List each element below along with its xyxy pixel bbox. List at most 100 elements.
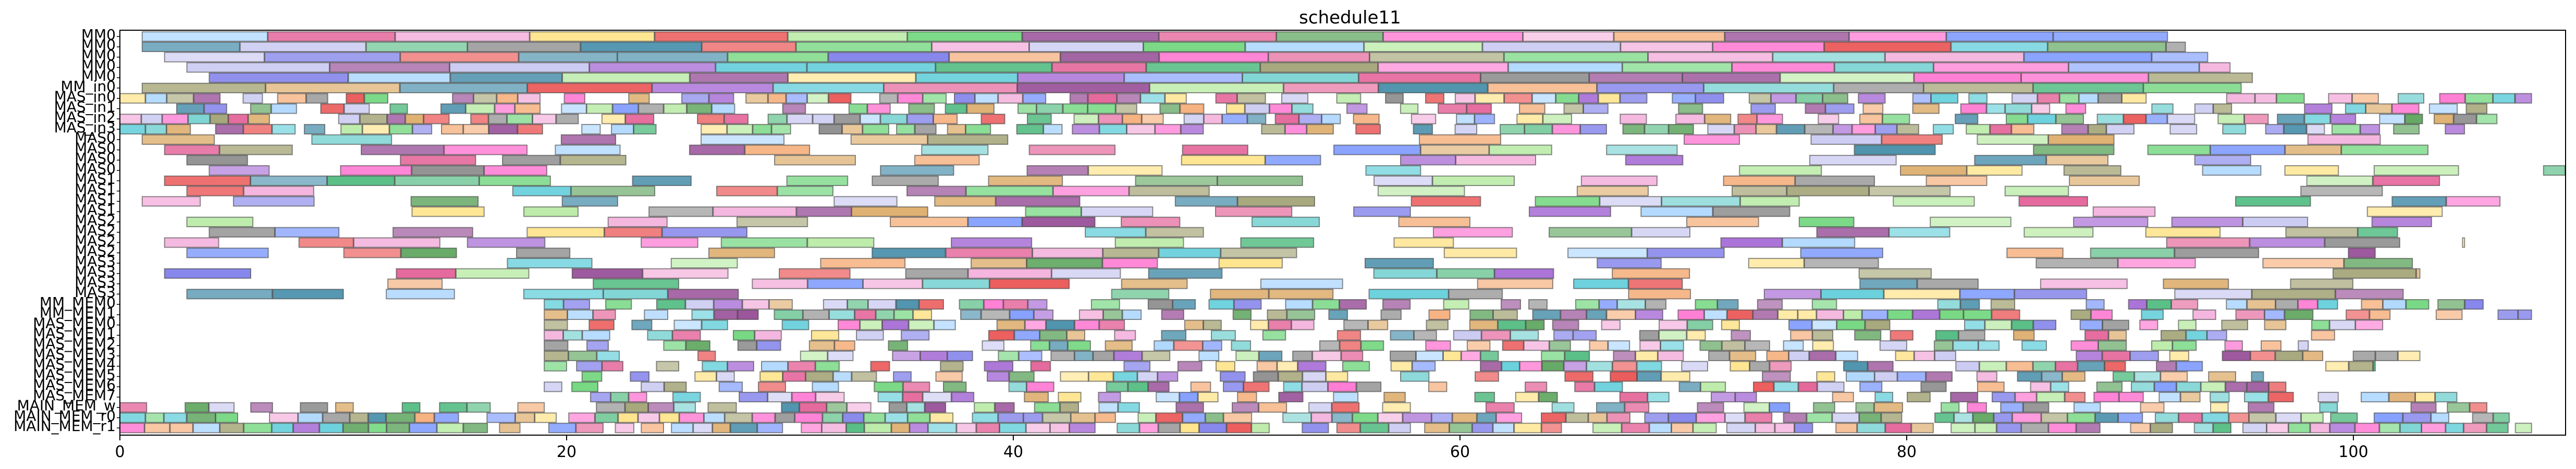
task-bar: [1590, 341, 1608, 350]
task-bar: [973, 413, 998, 423]
task-bar: [1027, 114, 1051, 124]
task-bar: [1333, 392, 1358, 402]
task-bar: [1378, 413, 1403, 423]
task-bar: [1183, 145, 1248, 155]
task-bar: [1885, 53, 2024, 62]
task-bar: [673, 392, 701, 402]
task-bar: [693, 423, 712, 433]
task-bar: [1198, 392, 1218, 402]
task-bar: [480, 176, 550, 186]
task-bar: [1259, 403, 1286, 412]
task-bar: [1128, 382, 1148, 391]
task-bar: [787, 114, 812, 124]
task-bar: [2285, 166, 2339, 175]
task-bar: [1727, 310, 1753, 319]
task-bar: [1758, 300, 1782, 309]
task-bar: [1236, 351, 1258, 361]
task-bar: [1379, 83, 1488, 93]
task-bar: [1347, 104, 1367, 113]
task-bar: [1869, 187, 1950, 196]
task-bar: [1089, 372, 1113, 381]
task-bar: [1088, 166, 1162, 175]
task-bar: [1412, 196, 1481, 206]
task-bar: [2445, 125, 2464, 134]
task-bar: [1309, 403, 1331, 412]
task-bar: [1672, 423, 1693, 433]
task-bar: [1173, 300, 1195, 309]
task-bar: [2434, 114, 2454, 124]
task-bar: [934, 320, 955, 330]
task-bar: [2268, 392, 2293, 402]
task-bar: [402, 403, 420, 412]
task-bar: [1705, 114, 1731, 124]
task-bar: [1539, 392, 1557, 402]
task-bar: [2226, 382, 2247, 391]
task-bar: [1502, 362, 1519, 371]
task-bar: [1897, 125, 1919, 134]
task-bar: [1934, 63, 2068, 72]
task-bar: [1931, 94, 1958, 103]
task-bar: [1607, 413, 1630, 423]
task-bar: [2431, 413, 2449, 423]
task-bar: [187, 63, 329, 72]
task-bar: [1150, 83, 1283, 93]
task-bar: [300, 403, 327, 412]
task-bar: [1525, 382, 1547, 391]
task-bar: [2298, 341, 2308, 350]
task-bar: [2247, 300, 2275, 309]
task-bar: [211, 114, 228, 124]
task-bar: [1696, 300, 1718, 309]
task-bar: [1433, 228, 1513, 237]
task-bar: [220, 423, 243, 433]
task-bar: [1298, 362, 1326, 371]
task-bar: [1414, 125, 1433, 134]
task-bar: [1973, 413, 1993, 423]
task-bar: [1587, 362, 1612, 371]
task-bar: [907, 187, 966, 196]
task-bar: [1383, 403, 1410, 412]
task-bar: [719, 382, 742, 391]
task-bar: [209, 166, 269, 175]
task-bar: [772, 125, 791, 134]
task-bar: [364, 94, 388, 103]
task-bar: [463, 423, 487, 433]
task-bar: [2062, 125, 2088, 134]
task-bar: [2175, 248, 2259, 257]
task-bar: [2394, 125, 2419, 134]
task-bar: [632, 320, 652, 330]
task-bar: [725, 114, 748, 124]
task-bar: [228, 114, 248, 124]
task-bar: [835, 341, 855, 350]
task-bar: [874, 382, 903, 391]
task-bar: [2301, 187, 2382, 196]
task-bar: [1817, 372, 1834, 381]
task-bar: [2033, 320, 2056, 330]
task-bar: [463, 125, 488, 134]
task-bar: [952, 392, 974, 402]
task-bar: [187, 248, 268, 257]
task-bar: [1332, 403, 1359, 412]
task-bar: [757, 423, 782, 433]
task-bar: [120, 94, 145, 103]
task-bar: [345, 104, 370, 113]
task-bar: [774, 83, 884, 93]
task-bar: [273, 289, 344, 299]
task-bar: [1770, 362, 1791, 371]
task-bar: [1725, 413, 1745, 423]
task-bar: [2352, 94, 2378, 103]
task-bar: [769, 300, 792, 309]
task-bar: [1504, 94, 1532, 103]
task-bar: [1444, 248, 1517, 257]
task-bar: [234, 196, 314, 206]
task-bar: [956, 423, 976, 433]
task-bar: [2131, 382, 2154, 391]
task-bar: [413, 125, 432, 134]
task-bar: [120, 413, 145, 423]
task-bar: [1122, 279, 1187, 289]
task-bar: [792, 392, 816, 402]
task-bar: [1678, 104, 1702, 113]
task-bar: [487, 413, 515, 423]
task-bar: [1648, 392, 1669, 402]
task-bar: [1114, 330, 1135, 340]
task-bar: [1623, 63, 1732, 72]
